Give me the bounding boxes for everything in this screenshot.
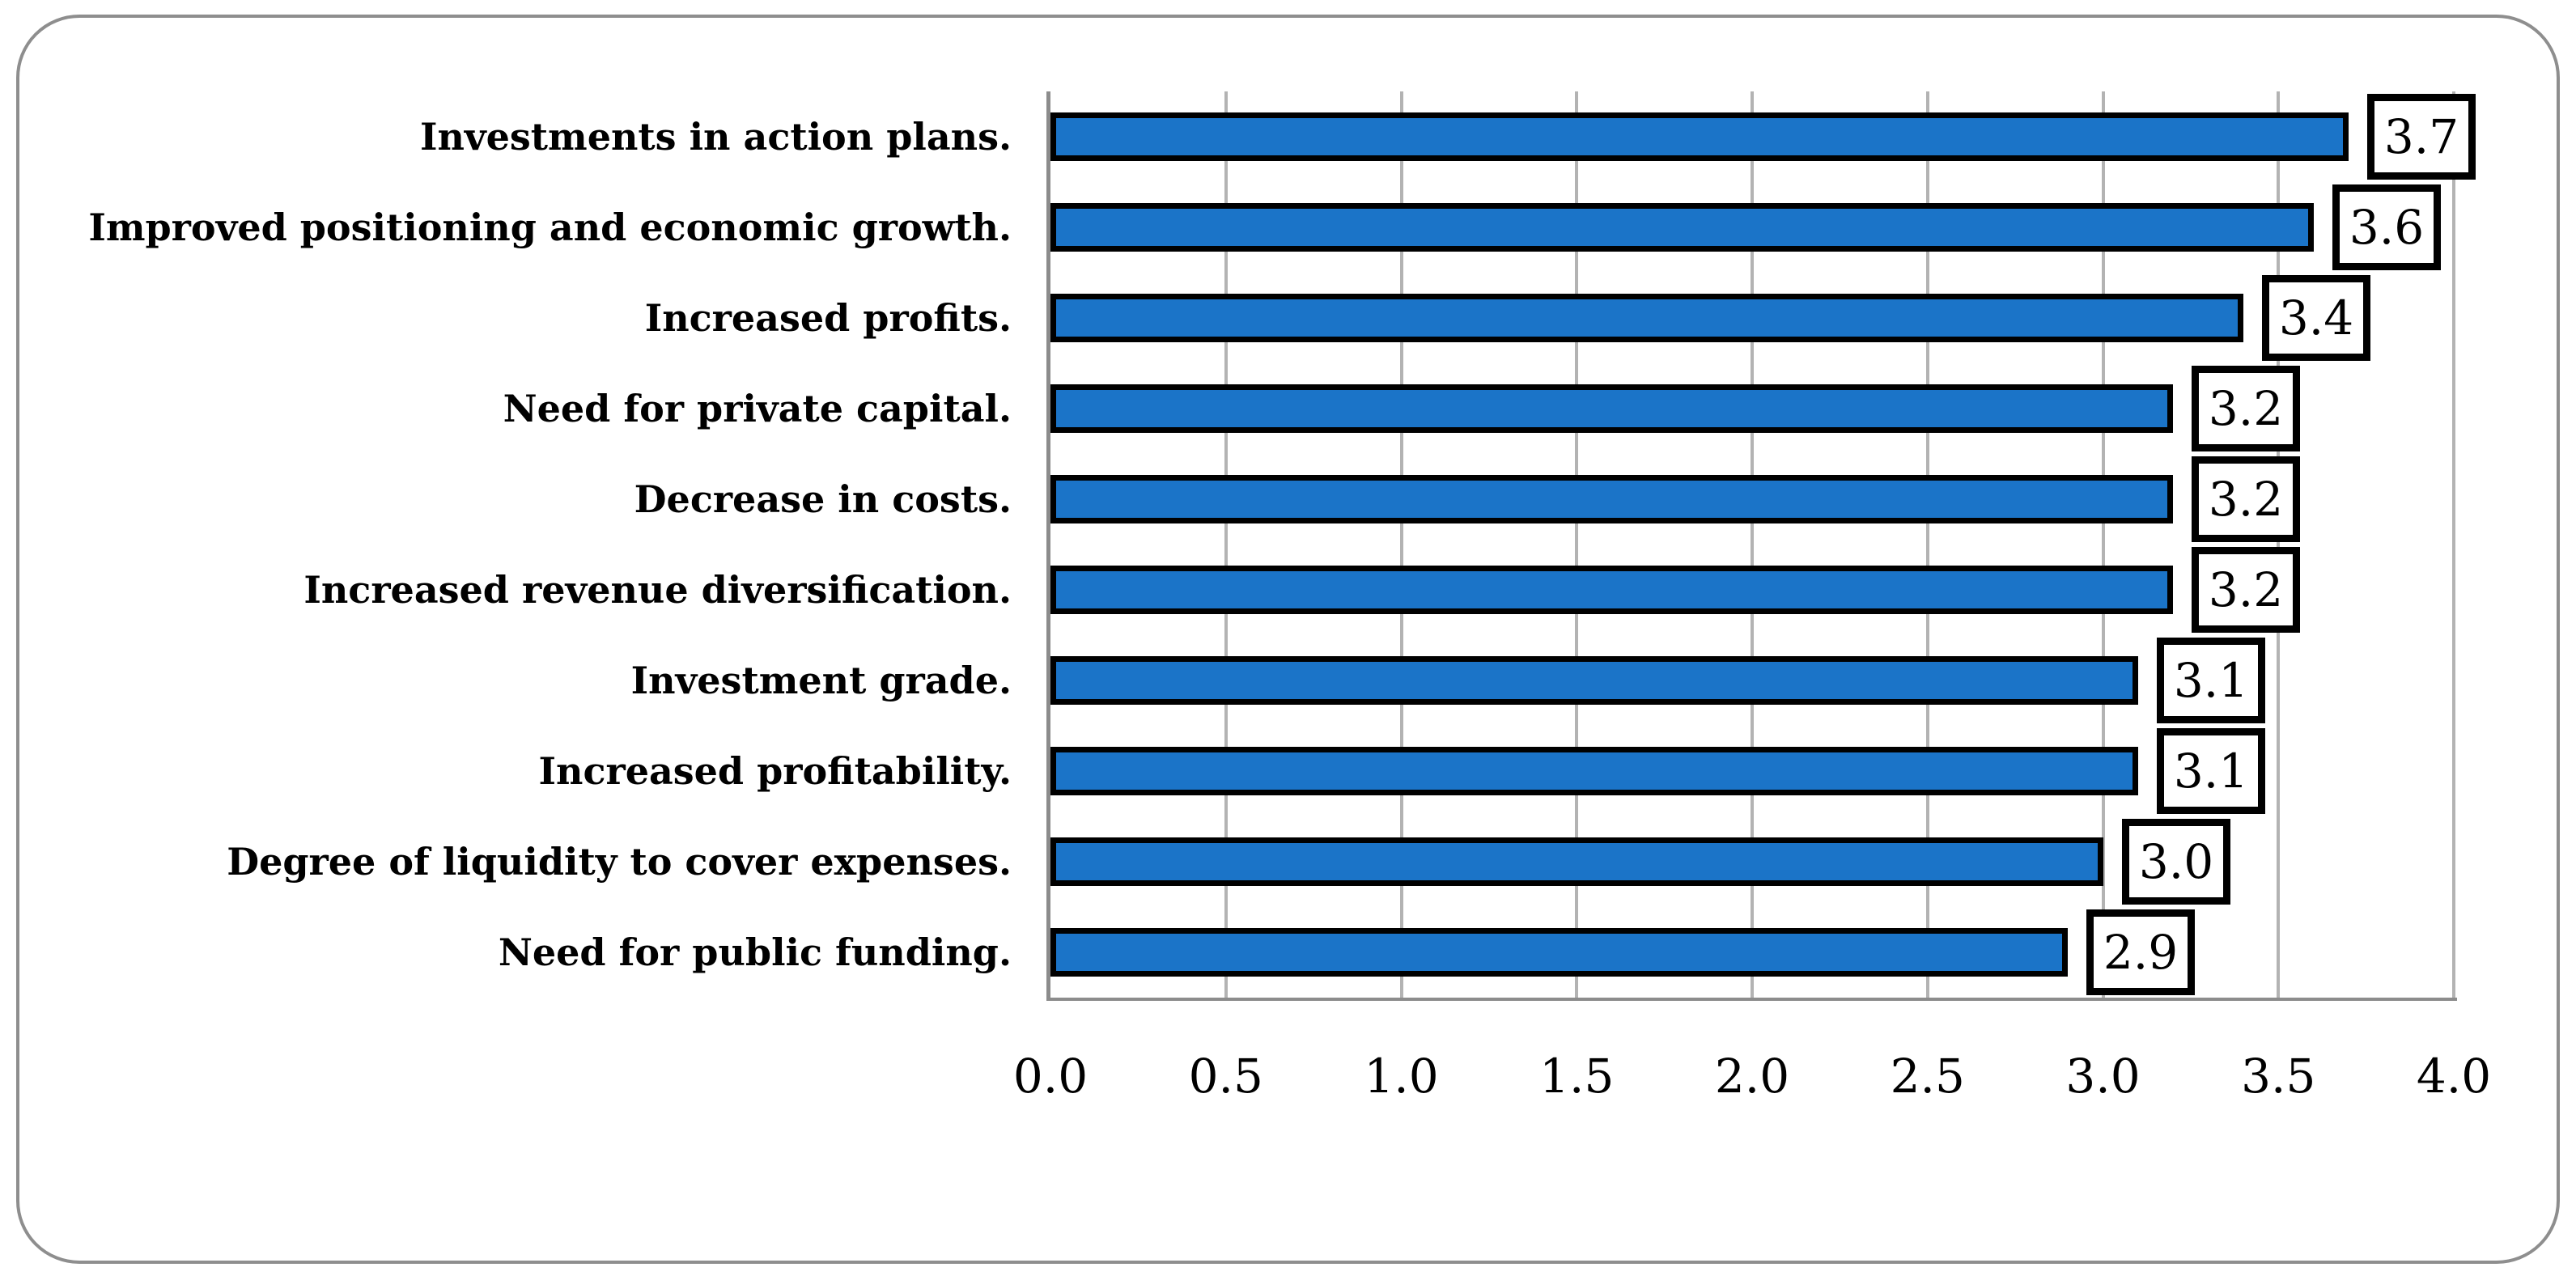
x-axis-tick-label: 1.0: [1364, 1049, 1439, 1104]
x-axis-tick-label: 0.5: [1188, 1049, 1263, 1104]
x-axis-tick-label: 4.0: [2416, 1049, 2492, 1104]
bar: [1050, 203, 2314, 252]
value-label-box: 3.2: [2192, 366, 2300, 451]
gridline: [1224, 91, 1228, 998]
x-axis-tick-label: 3.5: [2241, 1049, 2316, 1104]
value-label-box: 2.9: [2086, 909, 2195, 995]
value-label-box: 3.7: [2367, 94, 2476, 180]
category-label: Increased revenue diversification.: [303, 568, 1012, 612]
y-axis-line: [1046, 91, 1050, 998]
category-label: Need for public funding.: [498, 930, 1012, 974]
bar: [1050, 928, 2068, 977]
gridline: [1925, 91, 1929, 998]
bar: [1050, 294, 2243, 342]
plot-area: [1046, 91, 2457, 1001]
value-label-box: 3.6: [2332, 184, 2441, 270]
bar: [1050, 837, 2103, 886]
value-label-box: 3.1: [2157, 728, 2265, 814]
category-label: Increased profitability.: [538, 749, 1012, 793]
gridline: [1575, 91, 1579, 998]
bar: [1050, 475, 2173, 523]
gridline: [2277, 91, 2281, 998]
x-axis-tick-label: 0.0: [1012, 1049, 1089, 1104]
gridline: [2452, 91, 2455, 998]
gridline: [2101, 91, 2105, 998]
category-label: Improved positioning and economic growth…: [88, 206, 1012, 249]
x-axis-tick-label: 3.0: [2065, 1049, 2141, 1104]
value-label-box: 3.4: [2262, 275, 2370, 361]
value-label-box: 3.2: [2192, 456, 2300, 542]
category-label: Degree of liquidity to cover expenses.: [227, 840, 1012, 884]
bar: [1050, 747, 2138, 795]
value-label-box: 3.0: [2122, 819, 2230, 905]
value-label-box: 3.2: [2192, 547, 2300, 633]
gridline: [1751, 91, 1754, 998]
x-axis-tick-label: 1.5: [1539, 1049, 1615, 1104]
x-axis-line: [1046, 998, 2457, 1001]
bar: [1050, 566, 2173, 614]
value-label-box: 3.1: [2157, 638, 2265, 723]
x-axis-tick-label: 2.5: [1890, 1049, 1965, 1104]
category-label: Decrease in costs.: [634, 477, 1012, 521]
bar: [1050, 384, 2173, 433]
gridline: [1399, 91, 1403, 998]
x-axis-tick-label: 2.0: [1714, 1049, 1790, 1104]
bar: [1050, 656, 2138, 705]
category-label: Investment grade.: [630, 659, 1012, 702]
figure-border: [16, 15, 2560, 1264]
category-label: Increased profits.: [644, 296, 1012, 340]
category-label: Investments in action plans.: [419, 115, 1012, 159]
category-label: Need for private capital.: [503, 387, 1012, 430]
bar: [1050, 112, 2349, 161]
